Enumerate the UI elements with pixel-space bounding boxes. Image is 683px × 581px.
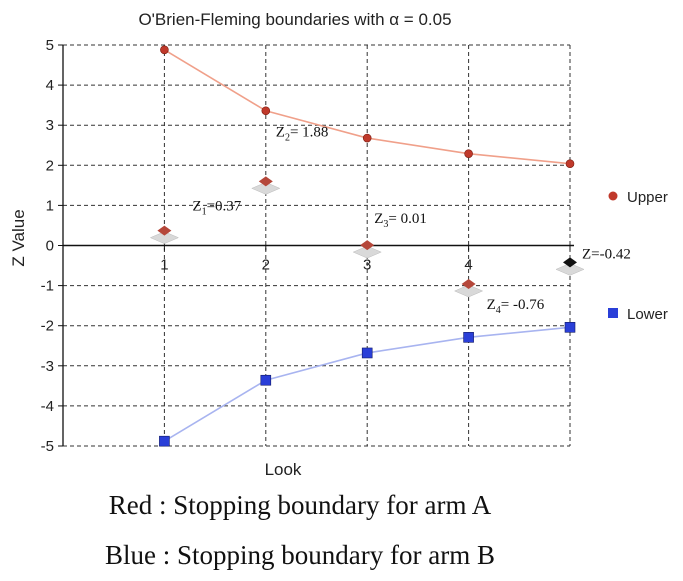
marker-diamond: [461, 278, 476, 289]
observed-marker: [251, 176, 281, 195]
point-upper: [362, 133, 372, 143]
marker-diamond: [360, 240, 375, 251]
observed-label: Z4= -0.76: [487, 297, 545, 316]
observed-markers-layer: Z1=0.37 Z2= 1.88 Z3= 0.01 Z4= -0.76 Z=-0.42: [149, 124, 631, 316]
point-upper: [160, 45, 169, 55]
legend: Upper Lower: [608, 189, 668, 323]
caption-line-2: Blue : Stopping boundary for arm B: [105, 540, 495, 570]
point-lower: [159, 435, 170, 447]
legend-upper-label: Upper: [627, 189, 668, 206]
caption-line-1: Red : Stopping boundary for arm A: [109, 490, 492, 520]
y-tick-label: 4: [46, 77, 54, 94]
x-tick-label: 1: [160, 257, 168, 274]
marker-shadow: [251, 182, 281, 195]
marker-shadow: [149, 231, 180, 244]
observed-label: Z2= 1.88: [276, 124, 329, 143]
point-lower: [564, 322, 576, 333]
marker-diamond: [157, 225, 172, 236]
marker-diamond: [258, 176, 273, 187]
point-lower: [361, 347, 373, 359]
y-tick-label: -5: [41, 438, 54, 455]
y-tick-label: 1: [46, 197, 54, 214]
legend-lower-label: Lower: [627, 306, 668, 323]
point-lower: [260, 374, 272, 386]
y-tick-label: -2: [41, 318, 54, 335]
y-axis-label: Z Value: [9, 209, 28, 266]
y-tick-label: 2: [46, 157, 54, 174]
point-upper: [565, 159, 575, 168]
y-tick-label: -3: [41, 358, 54, 375]
legend-item-upper: Upper: [608, 189, 668, 206]
observed-marker: [352, 240, 382, 259]
marker-shadow: [352, 245, 382, 259]
observed-marker: [453, 278, 484, 298]
point-upper: [261, 106, 271, 116]
observed-label: Z1=0.37: [192, 199, 241, 218]
legend-lower-marker: [608, 308, 618, 318]
grid: [63, 44, 571, 447]
observed-label: Z3= 0.01: [374, 211, 427, 230]
marker-shadow: [453, 284, 484, 298]
observed-marker: [555, 257, 585, 276]
marker-shadow: [555, 263, 585, 276]
x-tick-label: 4: [464, 257, 472, 274]
y-tick-label: -4: [41, 398, 54, 415]
x-tick-label: 3: [363, 257, 371, 274]
y-tick-label: 5: [46, 37, 54, 54]
observed-label: Z=-0.42: [582, 246, 631, 262]
legend-upper-marker: [608, 191, 618, 201]
point-lower: [463, 332, 474, 343]
chart-title: O'Brien-Fleming boundaries with α = 0.05: [138, 10, 451, 29]
axes: 5 4 3 2 1 0 -1 -2 -3 -4 -5 1 2 3 4: [41, 37, 574, 455]
y-tick-label: 3: [46, 117, 54, 134]
y-tick-label: 0: [46, 238, 54, 255]
point-upper: [464, 149, 473, 158]
x-tick-label: 2: [262, 257, 270, 274]
x-axis-label: Look: [265, 460, 302, 479]
marker-diamond: [563, 257, 577, 268]
observed-marker: [149, 225, 180, 244]
series-layer: [159, 45, 576, 447]
y-tick-label: -1: [41, 278, 54, 295]
legend-item-lower: Lower: [608, 306, 668, 323]
